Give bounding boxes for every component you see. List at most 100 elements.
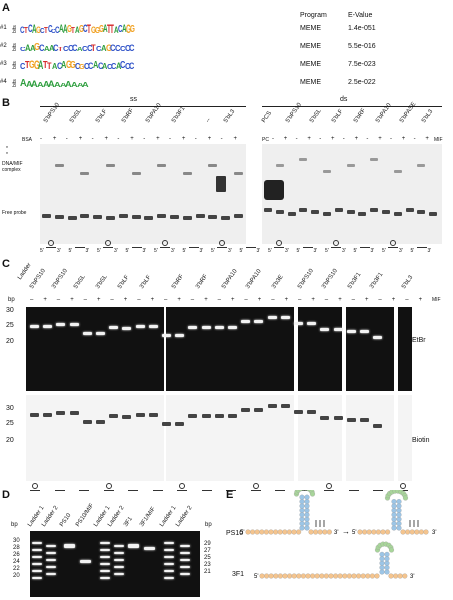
c-sign: +: [391, 297, 396, 303]
etbr-band: [96, 332, 105, 335]
ladder-band: [32, 549, 42, 551]
c-diagram-strand: [373, 490, 383, 491]
c-sign: +: [418, 297, 423, 303]
ps2-3p: 3': [432, 530, 436, 536]
free-probe-band: [144, 216, 154, 220]
b-lane-label-ds: 5'bRF: [353, 107, 368, 124]
c-lane-label: 3'bPA10: [245, 268, 263, 290]
c-sign: –: [137, 297, 141, 303]
logo-letter: G: [35, 25, 41, 35]
ladder-band: [180, 552, 190, 554]
d-tick-right: 23: [204, 562, 211, 568]
biotin-band: [56, 411, 66, 415]
complex-band: [417, 164, 426, 167]
motif-program: MEME: [300, 25, 321, 32]
logo-letter: A: [29, 44, 36, 53]
biotin-gel: [398, 395, 412, 481]
logo-letter: G: [94, 26, 100, 35]
ps-label-e: PS10: [226, 530, 244, 537]
f3-strand-nt: [328, 573, 334, 579]
ps-strand-nt: [259, 529, 265, 535]
c-sign: +: [70, 297, 74, 303]
c-diagram-strand: [348, 490, 359, 491]
b-sign: +: [354, 136, 359, 142]
ladder-band: [32, 542, 42, 544]
logo-letter: A: [42, 80, 50, 89]
b-sign: -: [169, 136, 171, 142]
motif-evalue: 5.5e-016: [348, 43, 376, 50]
c-tick-etbr: 20: [6, 338, 14, 345]
logo-letter: A: [102, 62, 108, 71]
f3-strand-nt: [305, 573, 311, 579]
logo-letter: C: [39, 28, 45, 35]
b-sign: -: [366, 136, 369, 142]
ps2-stem-nt: [391, 512, 397, 518]
biotin-band: [69, 411, 79, 415]
ladder-band: [164, 570, 174, 572]
c-diagram-strand: [30, 490, 40, 491]
f3-band: [128, 544, 139, 548]
biotin-band: [241, 408, 251, 412]
free-probe-band: [334, 208, 343, 212]
b-sign: +: [378, 136, 382, 142]
complex-band: [131, 172, 141, 175]
logo-letter: C: [115, 44, 121, 53]
ss-bracket: [40, 106, 246, 107]
biotin-band: [82, 420, 92, 424]
f3-strand-nt: [323, 573, 329, 579]
diagram-strand: [302, 247, 313, 248]
ps-stem-nt: [304, 507, 310, 513]
motif-id: #4: [0, 79, 7, 85]
c-tick-biotin: 30: [6, 405, 14, 412]
d-lane-label: PS10: [59, 512, 73, 528]
logo-letter: G: [29, 59, 35, 71]
ps2-strand-nt: [405, 529, 411, 535]
b-sign: +: [283, 136, 288, 142]
logo-letter: A: [25, 80, 33, 89]
b-sign: -: [342, 136, 345, 142]
ps-strand-nt: [254, 529, 260, 535]
diagram-strand: [245, 247, 256, 248]
c-sign: –: [351, 297, 355, 303]
etbr-gel: [26, 307, 164, 391]
motif-program: MEME: [300, 61, 321, 68]
b-sign: +: [130, 136, 134, 142]
diagram-loop: [219, 240, 225, 246]
ps-stem-nt: [299, 516, 305, 522]
ladder-band: [46, 559, 56, 561]
logo-letter: C: [56, 61, 62, 71]
ps-strand-nt: [282, 529, 288, 535]
ps-strand-nt: [273, 529, 279, 535]
ps-stem-nt: [304, 525, 310, 531]
free-probe-band: [346, 210, 355, 214]
diagram-strand: [217, 247, 227, 248]
diagram-strand: [274, 247, 284, 248]
logo-letter: C: [62, 46, 69, 53]
diagram-5p: 5': [211, 248, 215, 254]
free-probe-band: [170, 215, 179, 219]
logo-letter: C: [39, 43, 45, 53]
motif-evalue: 7.5e-023: [348, 61, 376, 68]
ps2-stem-nt: [396, 521, 402, 527]
d-lane-label: 3F1/MIF: [139, 506, 157, 528]
etbr-label: EtBr: [412, 337, 426, 344]
logo-letter: A: [114, 25, 119, 35]
bits-label: bits: [12, 61, 18, 69]
logo-letter: G: [65, 59, 72, 71]
free-probe-band: [234, 214, 243, 218]
biotin-band: [333, 416, 343, 420]
diagram-5p: 5': [125, 248, 130, 254]
logo-letter: G: [34, 42, 41, 53]
biotin-band: [148, 413, 158, 417]
diagram-strand: [160, 247, 170, 248]
complex-band: [106, 164, 115, 167]
ps2-stem-nt: [391, 521, 397, 527]
biotin-band: [294, 410, 303, 414]
c-sign: –: [30, 297, 34, 303]
ps-strand-nt: [313, 529, 319, 535]
ladder-band: [114, 545, 124, 547]
logo-letter: T: [91, 43, 96, 53]
free-probe-band: [80, 214, 90, 218]
c-sign: +: [338, 297, 342, 303]
b-sign: -: [390, 136, 392, 142]
